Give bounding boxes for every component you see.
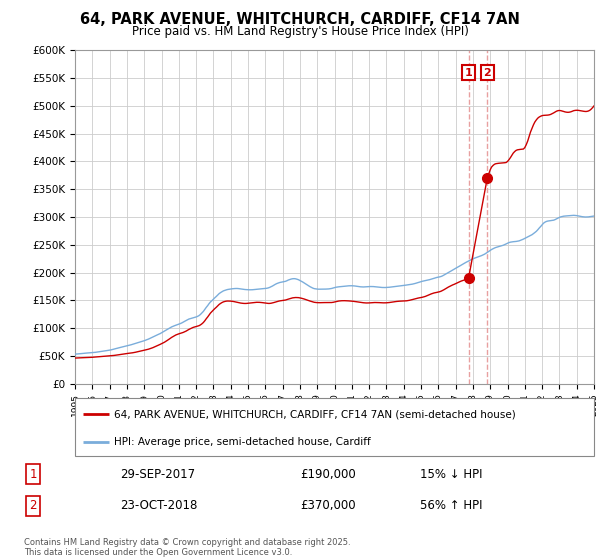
Text: 15% ↓ HPI: 15% ↓ HPI: [420, 468, 482, 480]
Text: 2: 2: [29, 499, 37, 512]
Text: 64, PARK AVENUE, WHITCHURCH, CARDIFF, CF14 7AN (semi-detached house): 64, PARK AVENUE, WHITCHURCH, CARDIFF, CF…: [114, 409, 515, 419]
Text: £370,000: £370,000: [300, 499, 356, 512]
Text: 56% ↑ HPI: 56% ↑ HPI: [420, 499, 482, 512]
Text: 23-OCT-2018: 23-OCT-2018: [120, 499, 197, 512]
Text: 2: 2: [484, 68, 491, 78]
Text: 64, PARK AVENUE, WHITCHURCH, CARDIFF, CF14 7AN: 64, PARK AVENUE, WHITCHURCH, CARDIFF, CF…: [80, 12, 520, 27]
Text: £190,000: £190,000: [300, 468, 356, 480]
Text: 1: 1: [29, 468, 37, 480]
Text: 1: 1: [465, 68, 472, 78]
Text: 29-SEP-2017: 29-SEP-2017: [120, 468, 195, 480]
FancyBboxPatch shape: [75, 398, 594, 456]
Text: Contains HM Land Registry data © Crown copyright and database right 2025.
This d: Contains HM Land Registry data © Crown c…: [24, 538, 350, 557]
Text: Price paid vs. HM Land Registry's House Price Index (HPI): Price paid vs. HM Land Registry's House …: [131, 25, 469, 38]
Text: HPI: Average price, semi-detached house, Cardiff: HPI: Average price, semi-detached house,…: [114, 437, 371, 447]
